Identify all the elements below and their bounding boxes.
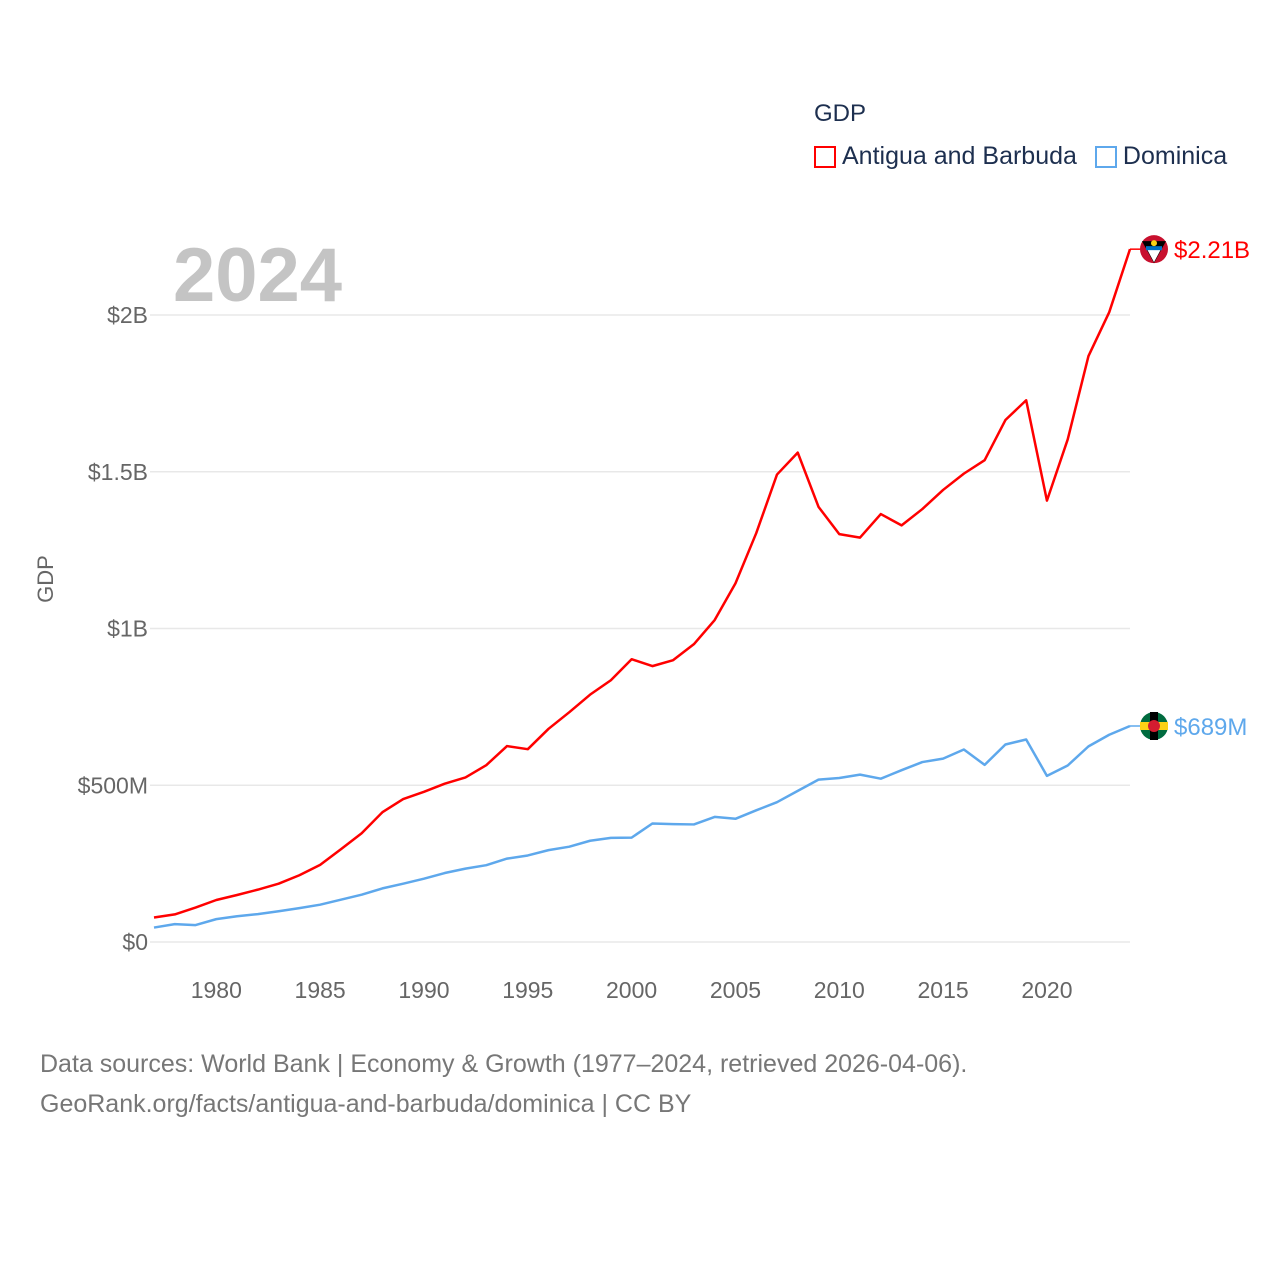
legend-swatch-dominica [1094, 145, 1117, 168]
y-tick-label: $0 [122, 929, 148, 955]
x-tick-label: 2000 [606, 977, 657, 1003]
x-tick-label: 2020 [1021, 977, 1072, 1003]
x-tick-label: 1995 [502, 977, 553, 1003]
y-axis-label: GDP [32, 555, 58, 603]
legend-item-dominica[interactable]: Dominica [1094, 142, 1228, 171]
footer: Data sources: World Bank | Economy & Gro… [40, 1044, 967, 1124]
x-tick-label: 2015 [918, 977, 969, 1003]
footer-sources: Data sources: World Bank | Economy & Gro… [40, 1050, 968, 1078]
y-tick-label: $500M [78, 772, 148, 798]
legend-title: GDP [814, 100, 867, 127]
x-tick-label: 1990 [398, 977, 449, 1003]
flag-detail [1151, 240, 1157, 247]
flag-detail [1148, 719, 1160, 732]
flag-detail [1147, 249, 1161, 263]
end-value-label: $689M [1174, 714, 1247, 741]
x-tick-label: 2010 [814, 977, 865, 1003]
y-tick-label: $1B [107, 616, 148, 642]
footer-link[interactable]: GeoRank.org/facts/antigua-and-barbuda/do… [40, 1090, 692, 1118]
end-value-label: $2.21B [1174, 237, 1250, 264]
legend-label: Dominica [1122, 142, 1228, 170]
series-line-antigua [153, 248, 1132, 919]
y-tick-label: $2B [107, 302, 148, 328]
y-tick-label: $1.5B [88, 459, 148, 485]
x-tick-label: 1980 [191, 977, 242, 1003]
x-tick-label: 2005 [710, 977, 761, 1003]
legend-label: Antigua and Barbuda [842, 142, 1077, 170]
legend-item-antigua[interactable]: Antigua and Barbuda [814, 142, 1077, 171]
year-overlay: 2024 [173, 233, 343, 318]
series-line-dominica [153, 724, 1131, 929]
legend: Antigua and Barbuda Dominica [814, 142, 1227, 171]
legend-swatch-antigua [814, 145, 836, 168]
flag-detail [1146, 246, 1162, 251]
x-tick-label: 1985 [295, 977, 346, 1003]
